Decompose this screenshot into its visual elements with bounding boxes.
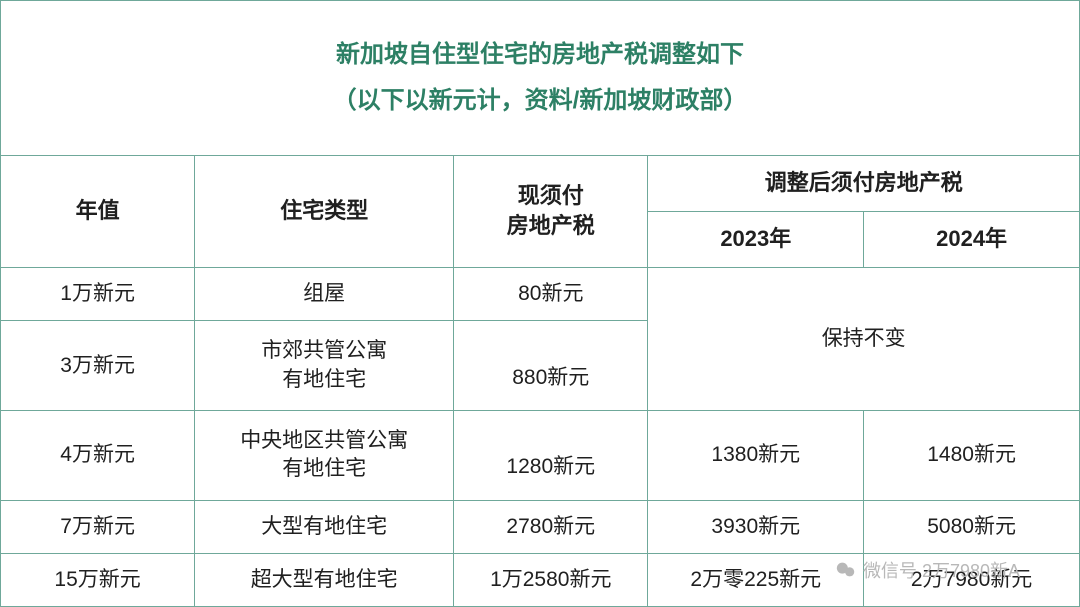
col-header-adjusted-tax: 调整后须付房地产税: [648, 155, 1080, 211]
col-header-annual-value: 年值: [1, 155, 195, 268]
cell-unchanged: 保持不变: [648, 268, 1080, 411]
col-header-type: 住宅类型: [195, 155, 454, 268]
cell-annual-value: 1万新元: [1, 268, 195, 321]
cell-2023: 3930新元: [648, 500, 864, 553]
cell-annual-value: 7万新元: [1, 500, 195, 553]
col-header-2023: 2023年: [648, 211, 864, 267]
table-row: 15万新元 超大型有地住宅 1万2580新元 2万零225新元 2万7980新元: [1, 553, 1080, 606]
cell-annual-value: 3万新元: [1, 321, 195, 411]
header-row-1: 年值 住宅类型 现须付房地产税 调整后须付房地产税: [1, 155, 1080, 211]
col-header-2024: 2024年: [864, 211, 1080, 267]
cell-type: 组屋: [195, 268, 454, 321]
cell-2023: 2万零225新元: [648, 553, 864, 606]
title-line-1: 新加坡自住型住宅的房地产税调整如下: [1, 32, 1079, 78]
cell-2024: 1480新元: [864, 410, 1080, 500]
cell-current-tax: 2780新元: [454, 500, 648, 553]
title-row: 新加坡自住型住宅的房地产税调整如下 （以下以新元计，资料/新加坡财政部）: [1, 1, 1080, 156]
cell-2024: 5080新元: [864, 500, 1080, 553]
cell-2023: 1380新元: [648, 410, 864, 500]
table-row: 7万新元 大型有地住宅 2780新元 3930新元 5080新元: [1, 500, 1080, 553]
cell-type: 中央地区共管公寓有地住宅: [195, 410, 454, 500]
cell-type: 市郊共管公寓有地住宅: [195, 321, 454, 411]
table-row: 4万新元 中央地区共管公寓有地住宅 1280新元 1380新元 1480新元: [1, 410, 1080, 500]
cell-annual-value: 4万新元: [1, 410, 195, 500]
cell-annual-value: 15万新元: [1, 553, 195, 606]
title-line-2: （以下以新元计，资料/新加坡财政部）: [1, 78, 1079, 124]
cell-2024: 2万7980新元: [864, 553, 1080, 606]
cell-type: 超大型有地住宅: [195, 553, 454, 606]
cell-current-tax: 80新元: [454, 268, 648, 321]
cell-current-tax: 880新元: [454, 321, 648, 411]
cell-type: 大型有地住宅: [195, 500, 454, 553]
cell-current-tax: 1280新元: [454, 410, 648, 500]
table-row: 1万新元 组屋 80新元 保持不变: [1, 268, 1080, 321]
table-title: 新加坡自住型住宅的房地产税调整如下 （以下以新元计，资料/新加坡财政部）: [1, 1, 1080, 156]
cell-current-tax: 1万2580新元: [454, 553, 648, 606]
property-tax-table: 新加坡自住型住宅的房地产税调整如下 （以下以新元计，资料/新加坡财政部） 年值 …: [0, 0, 1080, 607]
table: 新加坡自住型住宅的房地产税调整如下 （以下以新元计，资料/新加坡财政部） 年值 …: [0, 0, 1080, 607]
col-header-current-tax: 现须付房地产税: [454, 155, 648, 268]
